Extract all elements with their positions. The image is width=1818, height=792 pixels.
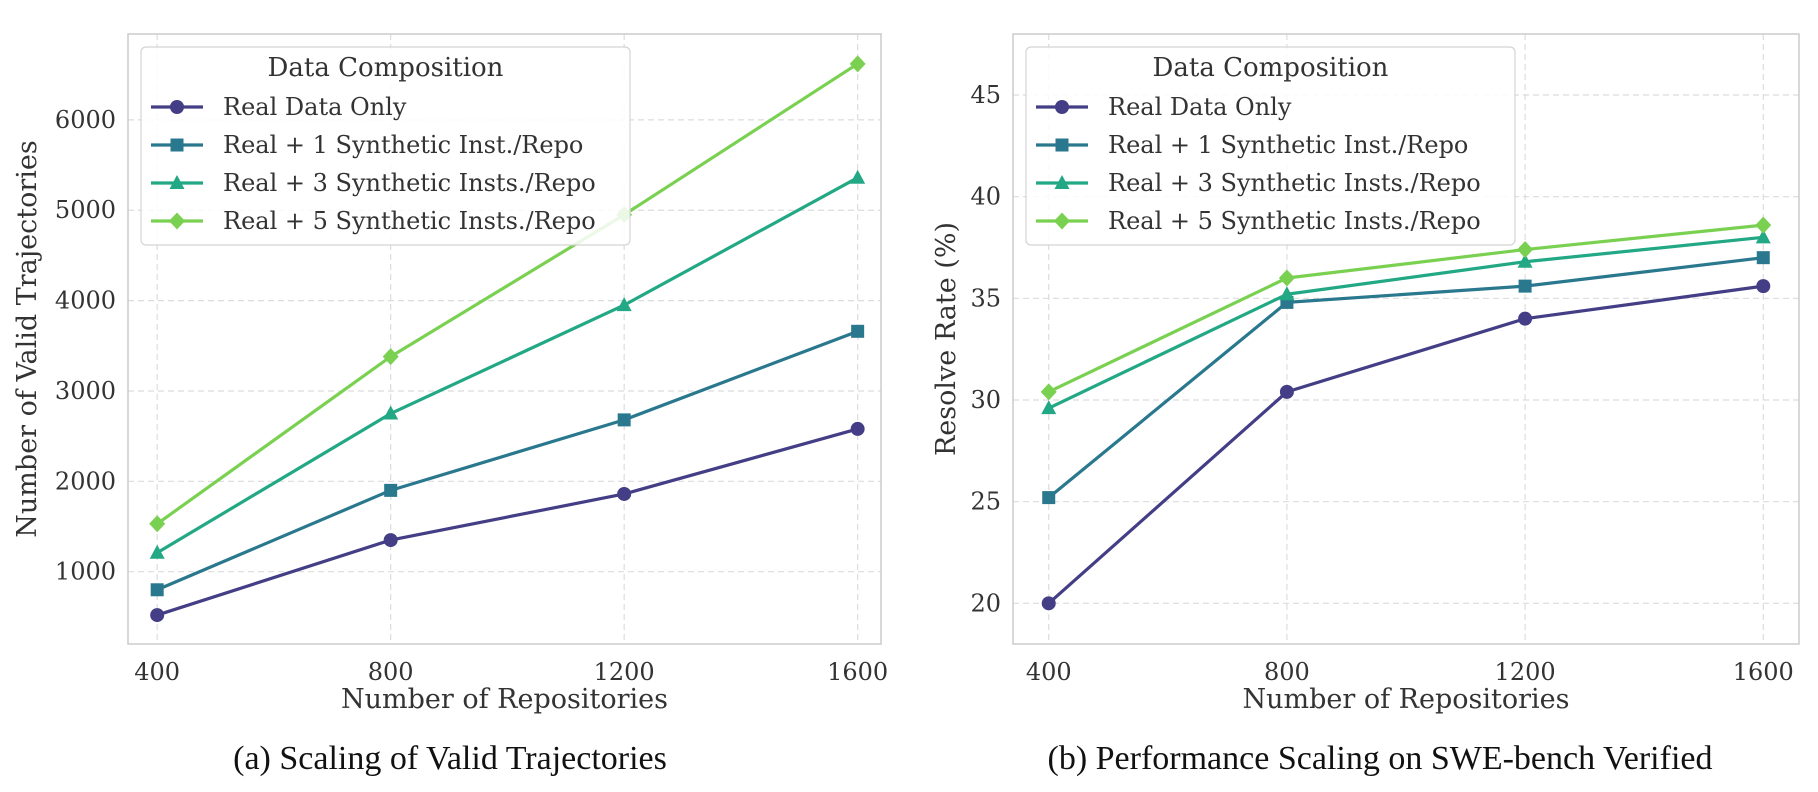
data-point	[617, 413, 631, 427]
y-axis-label: Number of Valid Trajectories	[12, 140, 43, 537]
caption-a: (a) Scaling of Valid Trajectories	[233, 740, 667, 777]
legend-marker	[1054, 212, 1070, 230]
legend-marker	[1054, 175, 1070, 189]
legend-entry: Real + 5 Synthetic Insts./Repo	[223, 207, 596, 235]
data-point	[1756, 251, 1770, 265]
data-point	[1755, 216, 1772, 234]
chart-b: 400 800 1200 1600 20 25 30 35 40 45 Number of Repo…	[931, 33, 1800, 715]
x-tick-label: 1600	[827, 658, 888, 686]
data-point	[1042, 491, 1056, 505]
x-axis-label: Number of Repositories	[341, 684, 668, 715]
legend-entry: Real Data Only	[223, 93, 407, 121]
x-tick-label: 800	[368, 658, 414, 686]
legend-marker	[170, 100, 184, 114]
data-point	[1279, 384, 1294, 399]
data-point	[616, 297, 632, 312]
series-line-2	[156, 329, 859, 592]
x-tick-label: 1200	[594, 658, 655, 686]
data-point	[150, 583, 164, 597]
y-tick-label: 1000	[55, 558, 116, 586]
data-point	[150, 608, 165, 623]
plot-frame	[127, 33, 882, 645]
data-point	[1518, 279, 1532, 293]
data-point	[1279, 286, 1295, 301]
data-point	[1278, 269, 1295, 287]
series-line-3	[156, 176, 859, 555]
data-point	[850, 169, 866, 184]
series-line-2	[1047, 256, 1764, 499]
x-tick-label: 800	[1264, 658, 1310, 686]
series-line-1	[156, 427, 859, 617]
data-point	[384, 483, 398, 497]
data-point	[1756, 279, 1771, 294]
y-tick-label: 30	[970, 386, 1001, 414]
y-tick-label: 45	[970, 81, 1001, 109]
legend-marker	[170, 138, 184, 152]
legend-entry: Real + 5 Synthetic Insts./Repo	[1108, 207, 1481, 235]
x-tick-label: 1200	[1495, 658, 1556, 686]
series-line-1	[1047, 284, 1764, 605]
plot-frame	[1012, 33, 1800, 645]
x-axis-label: Number of Repositories	[1242, 684, 1569, 715]
data-point	[149, 515, 166, 533]
legend-marker	[169, 175, 185, 189]
chart-a: 400 800 1200 1600 1000 2000 3000 4000 5000 6000 Nu…	[12, 33, 888, 715]
data-point	[850, 421, 865, 436]
legend-marker	[1055, 138, 1069, 152]
y-tick-label: 20	[970, 589, 1001, 617]
x-tick-label: 400	[1026, 658, 1072, 686]
x-tick-label: 1600	[1733, 658, 1794, 686]
legend-entry: Real + 3 Synthetic Insts./Repo	[223, 169, 596, 197]
legend-entry: Real + 1 Synthetic Inst./Repo	[1108, 131, 1468, 159]
legend-marker	[169, 212, 185, 230]
data-point	[1041, 596, 1056, 611]
y-axis-label: Resolve Rate (%)	[931, 222, 962, 456]
data-point	[149, 544, 165, 559]
data-point	[851, 324, 865, 338]
caption-b: (b) Performance Scaling on SWE-bench Ver…	[1047, 740, 1713, 777]
data-point	[849, 55, 866, 73]
y-tick-label: 2000	[55, 467, 116, 495]
data-point	[382, 348, 399, 366]
data-point	[1040, 383, 1057, 401]
data-point	[383, 533, 398, 548]
data-point	[383, 405, 399, 420]
y-tick-label: 5000	[55, 196, 116, 224]
legend-box	[140, 46, 631, 246]
y-tick-label: 4000	[55, 287, 116, 315]
data-point	[1041, 400, 1057, 415]
legend-box	[1025, 46, 1516, 246]
data-point	[1755, 229, 1771, 244]
y-tick-label: 40	[970, 183, 1001, 211]
legend-entry: Real + 3 Synthetic Insts./Repo	[1108, 169, 1481, 197]
legend-title: Data Composition	[1153, 53, 1389, 83]
data-point	[1517, 241, 1534, 259]
data-point	[617, 486, 632, 501]
legend-title: Data Composition	[268, 53, 504, 83]
series-line-4	[1048, 223, 1764, 394]
y-tick-label: 25	[970, 488, 1001, 516]
legend-marker	[1055, 100, 1069, 114]
series-line-3	[1048, 235, 1764, 410]
legend-entry: Real + 1 Synthetic Inst./Repo	[223, 131, 583, 159]
data-point	[1517, 253, 1533, 268]
y-tick-label: 3000	[55, 377, 116, 405]
legend-entry: Real Data Only	[1108, 93, 1292, 121]
y-tick-label: 35	[970, 284, 1001, 312]
series-line-4	[156, 62, 859, 526]
data-point	[1518, 311, 1533, 326]
x-tick-label: 400	[134, 658, 180, 686]
y-tick-label: 6000	[55, 106, 116, 134]
